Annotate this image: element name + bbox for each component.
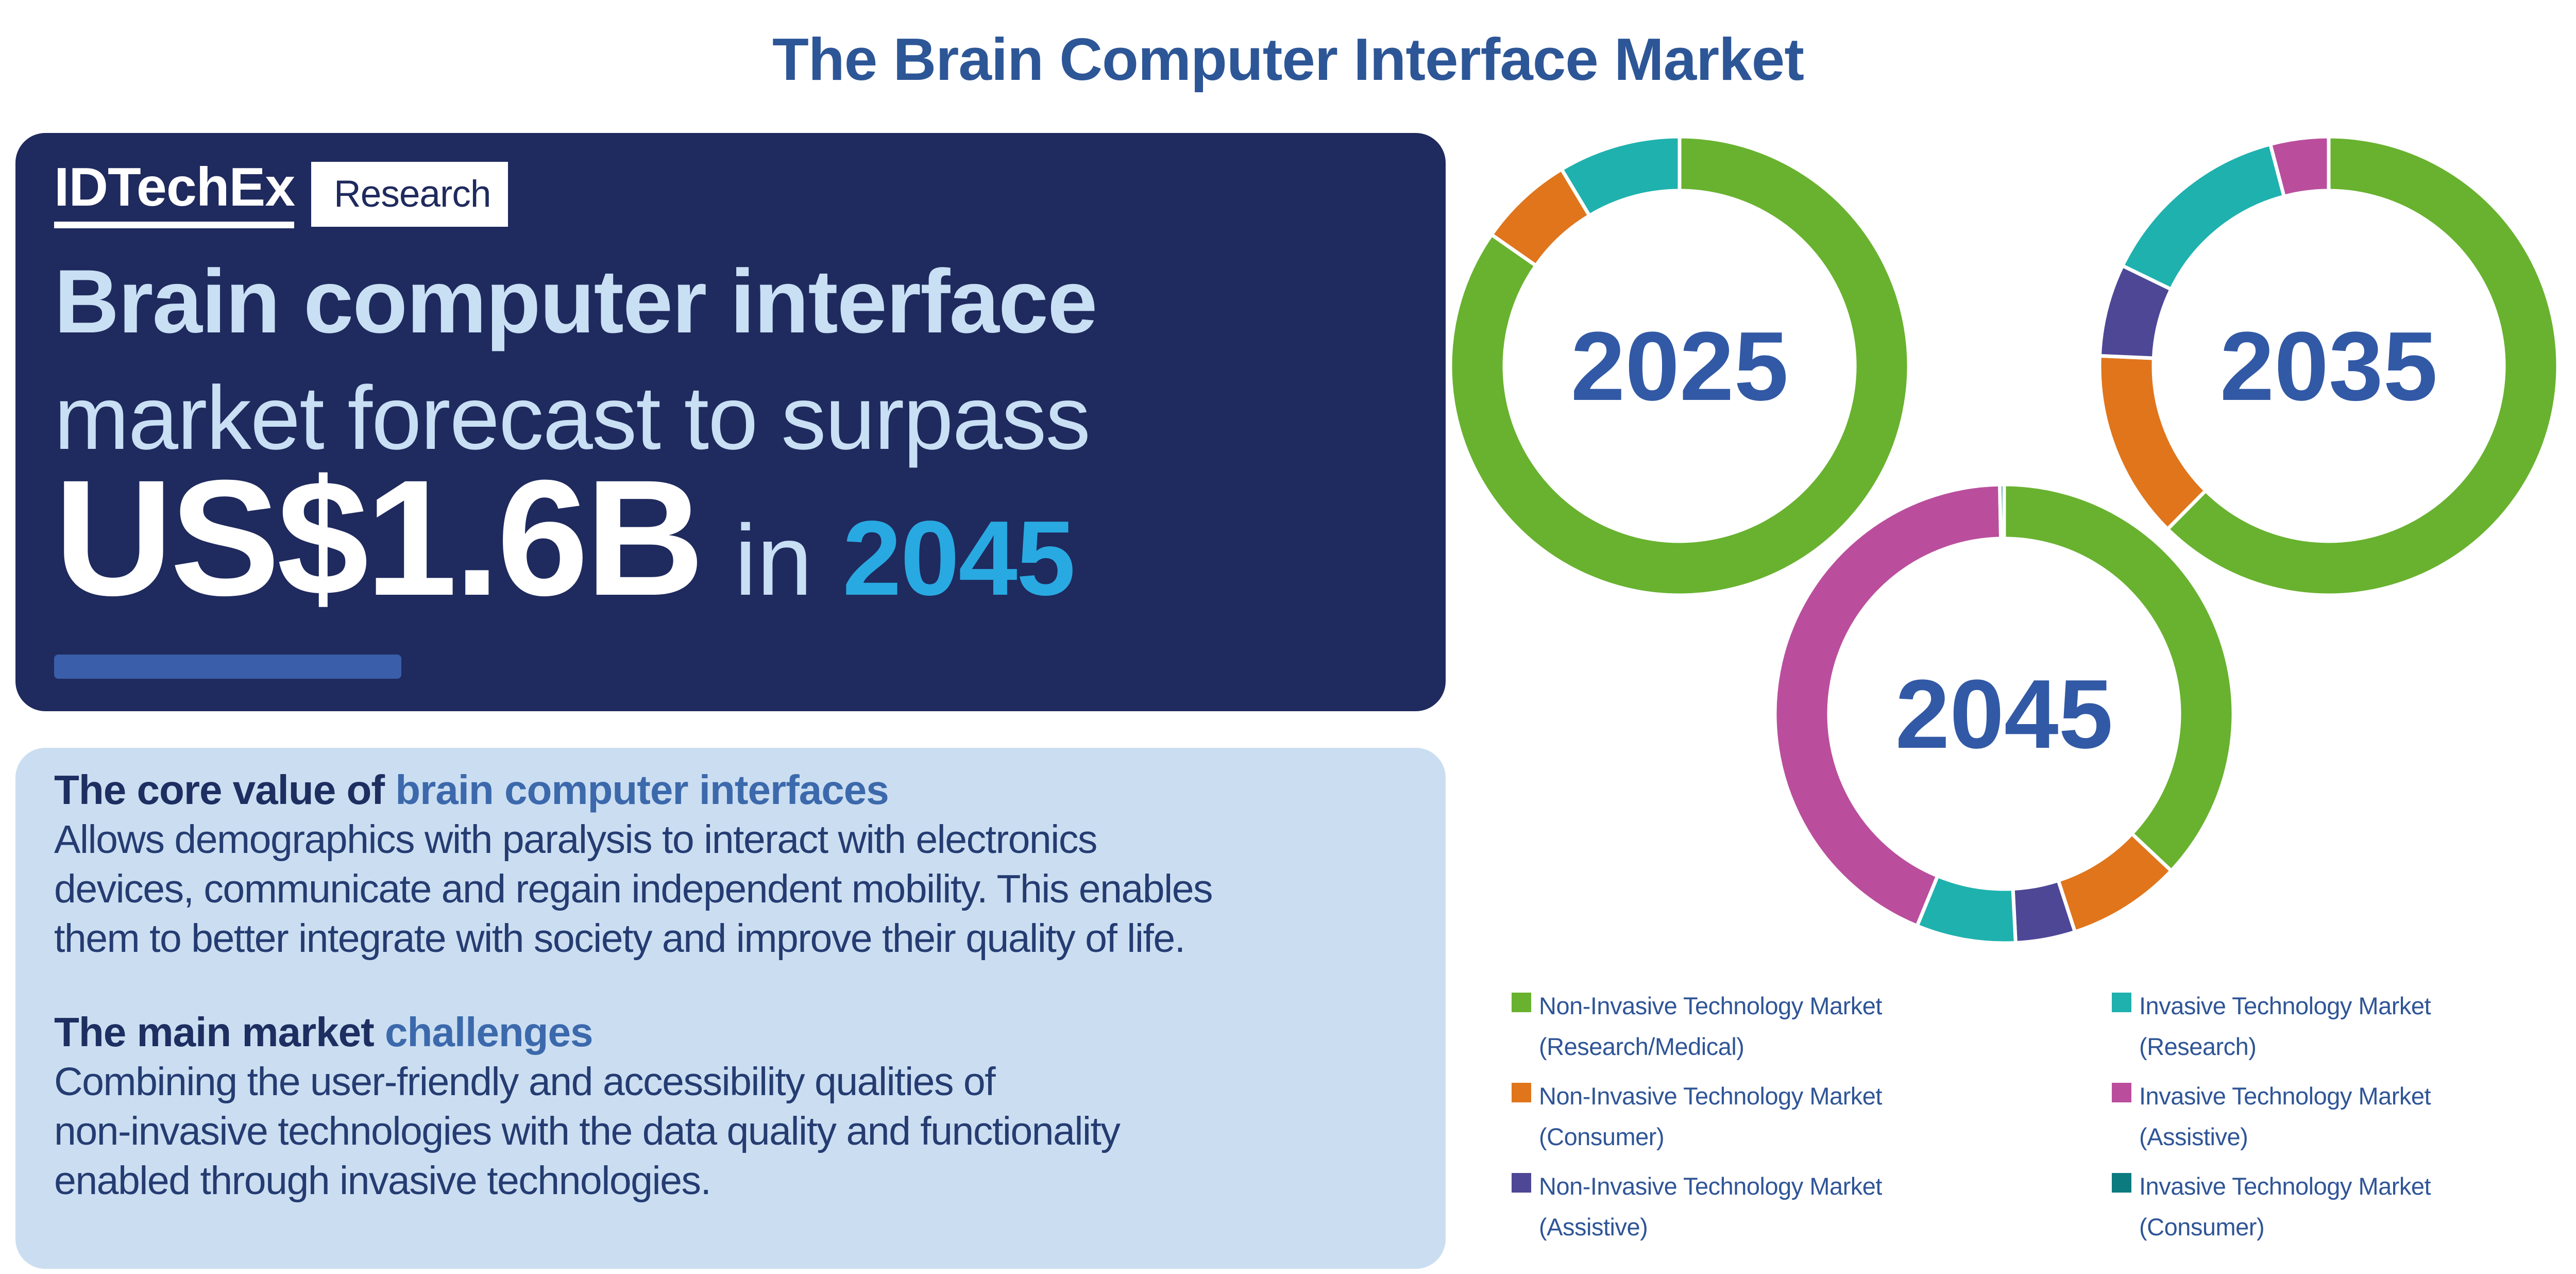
legend-label-line1: Invasive Technology Market bbox=[2139, 1082, 2431, 1110]
info-heading-1-dark: The core value of bbox=[54, 767, 385, 813]
legend-swatch-teal bbox=[2112, 993, 2131, 1012]
legend-item: Invasive Technology Market (Assistive) bbox=[2112, 1076, 2431, 1157]
legend-label: Invasive Technology Market (Consumer) bbox=[2139, 1166, 2431, 1247]
legend-label-line2: (Consumer) bbox=[2139, 1213, 2265, 1241]
legend-swatch-magenta bbox=[2112, 1083, 2131, 1102]
donut-segment bbox=[2002, 482, 2235, 874]
legend-label: Invasive Technology Market (Research) bbox=[2139, 985, 2431, 1067]
donut-year-label: 2045 bbox=[1895, 660, 2113, 769]
donut-chart-2025: 2025 bbox=[1448, 135, 1911, 597]
forecast-amount-row: US$1.6B in 2045 bbox=[54, 445, 1076, 630]
info-paragraph-2-line1: Combining the user-friendly and accessib… bbox=[54, 1060, 996, 1104]
info-heading-core-value: The core value of brain computer interfa… bbox=[54, 769, 889, 811]
info-paragraph-2-line3: enabled through invasive technologies. bbox=[54, 1159, 711, 1203]
legend-label-line1: Non-Invasive Technology Market bbox=[1539, 1172, 1882, 1200]
info-heading-2-dark: The main market bbox=[54, 1009, 375, 1055]
legend-label-line1: Invasive Technology Market bbox=[2139, 1172, 2431, 1200]
legend-label-line2: (Research/Medical) bbox=[1539, 1033, 1744, 1060]
legend-item: Non-Invasive Technology Market (Research… bbox=[1512, 985, 1882, 1067]
info-heading-challenges: The main market challenges bbox=[54, 1009, 594, 1055]
accent-bar bbox=[54, 655, 401, 679]
legend-item: Non-Invasive Technology Market (Assistiv… bbox=[1512, 1166, 1882, 1247]
legend-label-line2: (Assistive) bbox=[1539, 1213, 1648, 1241]
forecast-in-word: in bbox=[734, 504, 813, 616]
legend-item: Invasive Technology Market (Consumer) bbox=[2112, 1166, 2431, 1247]
legend-label: Non-Invasive Technology Market (Assistiv… bbox=[1539, 1166, 1882, 1247]
forecast-year: 2045 bbox=[842, 499, 1075, 617]
donut-segment bbox=[1559, 135, 1682, 219]
donut-segment bbox=[1998, 482, 2006, 541]
legend-item: Non-Invasive Technology Market (Consumer… bbox=[1512, 1076, 1882, 1157]
research-badge: Research bbox=[311, 162, 508, 227]
donut-year-label: 2035 bbox=[2220, 312, 2438, 421]
donut-chart-2045: 2045 bbox=[1773, 482, 2235, 945]
donut-year-label: 2025 bbox=[1571, 312, 1789, 421]
headline-line2: market forecast to surpass bbox=[54, 368, 1091, 468]
headline-line1: Brain computer interface bbox=[54, 252, 1097, 352]
info-paragraph-1-line1: Allows demographics with paralysis to in… bbox=[54, 817, 1097, 862]
donut-segment bbox=[1773, 482, 2003, 929]
info-heading-2-blue: challenges bbox=[385, 1009, 594, 1055]
legend-swatch-green bbox=[1512, 993, 1531, 1012]
legend-label-line2: (Assistive) bbox=[2139, 1123, 2248, 1150]
legend-label-line2: (Research) bbox=[2139, 1033, 2257, 1060]
info-paragraph-2-line2: non-invasive technologies with the data … bbox=[54, 1109, 1121, 1153]
legend-label-line1: Invasive Technology Market bbox=[2139, 992, 2431, 1019]
legend-swatch-darkteal bbox=[2112, 1173, 2131, 1193]
hero-panel: IDTechEx Research Brain computer interfa… bbox=[15, 133, 1446, 711]
info-paragraph-challenges: Combining the user-friendly and accessib… bbox=[54, 1057, 1121, 1205]
legend-label: Invasive Technology Market (Assistive) bbox=[2139, 1076, 2431, 1157]
info-heading-1-blue: brain computer interfaces bbox=[395, 767, 889, 813]
donut-segment bbox=[2165, 135, 2560, 597]
legend-label: Non-Invasive Technology Market (Consumer… bbox=[1539, 1076, 1882, 1157]
donut-segment bbox=[2268, 135, 2331, 199]
info-paragraph-core-value: Allows demographics with paralysis to in… bbox=[54, 815, 1213, 963]
page-title: The Brain Computer Interface Market bbox=[772, 26, 1804, 93]
legend-label-line1: Non-Invasive Technology Market bbox=[1539, 992, 1882, 1019]
donut-chart-2035: 2035 bbox=[2097, 135, 2560, 597]
legend-swatch-purple bbox=[1512, 1173, 1531, 1193]
info-panel: The core value of brain computer interfa… bbox=[15, 748, 1446, 1269]
donut-segment bbox=[1448, 135, 1911, 597]
legend-item: Invasive Technology Market (Research) bbox=[2112, 985, 2431, 1067]
legend-label-line1: Non-Invasive Technology Market bbox=[1539, 1082, 1882, 1110]
brand-underline bbox=[54, 222, 294, 228]
brand-logo: IDTechEx bbox=[54, 157, 295, 217]
legend-swatch-orange bbox=[1512, 1083, 1531, 1102]
research-badge-label: Research bbox=[334, 173, 491, 215]
donut-segment bbox=[2120, 142, 2286, 292]
legend-label: Non-Invasive Technology Market (Research… bbox=[1539, 985, 1882, 1067]
info-paragraph-1-line2: devices, communicate and regain independ… bbox=[54, 867, 1213, 911]
info-paragraph-1-line3: them to better integrate with society an… bbox=[54, 916, 1185, 961]
legend-label-line2: (Consumer) bbox=[1539, 1123, 1665, 1150]
forecast-amount: US$1.6B bbox=[54, 445, 704, 630]
